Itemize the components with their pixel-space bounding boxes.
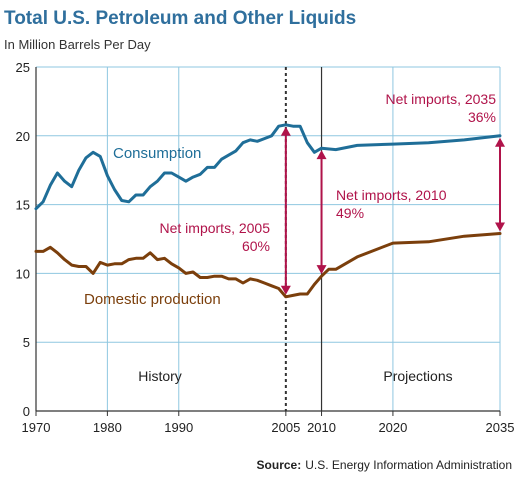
- annotation-2035-line2: 36%: [468, 109, 496, 125]
- chart-subtitle: In Million Barrels Per Day: [4, 37, 151, 52]
- y-tick-label: 0: [23, 404, 30, 419]
- axes: 0 5 10 15 20 25 1970 1980 1990 2005 2010 2020 2035: [16, 60, 515, 435]
- arrow-head-down-2005: [280, 285, 291, 295]
- x-tick-label: 2035: [486, 420, 515, 435]
- annotation-2005-line2: 60%: [242, 238, 270, 254]
- consumption-line: [34, 123, 502, 211]
- chart-title: Total U.S. Petroleum and Other Liquids: [4, 8, 356, 29]
- annotation-2035-line1: Net imports, 2035: [386, 91, 497, 107]
- y-tick-label: 20: [16, 129, 30, 144]
- source-bold: Source:: [257, 458, 302, 472]
- history-label: History: [138, 368, 182, 384]
- source-note: Source: U.S. Energy Information Administr…: [257, 458, 512, 472]
- consumption-label: Consumption: [113, 145, 201, 162]
- y-tick-label: 10: [16, 266, 30, 281]
- arrow-head-down-2010: [316, 265, 327, 275]
- source-text: U.S. Energy Information Administration: [305, 458, 512, 472]
- projections-label: Projections: [383, 368, 452, 384]
- x-tick-label: 1990: [164, 420, 193, 435]
- series-lines: [34, 123, 502, 299]
- arrow-head-up-2035: [495, 137, 505, 147]
- arrow-head-up-2005: [280, 126, 291, 136]
- x-tick-label: 2020: [378, 420, 407, 435]
- annotation-2005-line1: Net imports, 2005: [160, 220, 271, 236]
- annotation-2010-line2: 49%: [336, 205, 364, 221]
- arrow-head-down-2035: [495, 222, 505, 232]
- y-tick-label: 25: [16, 60, 30, 75]
- production-line: [34, 232, 502, 299]
- y-tick-label: 15: [16, 198, 30, 213]
- y-tick-label: 5: [23, 335, 30, 350]
- annotation-2010-line1: Net imports, 2010: [336, 187, 447, 203]
- x-tick-label: 2005: [271, 420, 300, 435]
- x-tick-label: 2010: [307, 420, 336, 435]
- x-tick-label: 1980: [93, 420, 122, 435]
- arrow-head-up-2010: [316, 150, 327, 160]
- production-label: Domestic production: [84, 291, 221, 308]
- x-tick-label: 1970: [22, 420, 51, 435]
- net-import-arrows: [280, 126, 505, 295]
